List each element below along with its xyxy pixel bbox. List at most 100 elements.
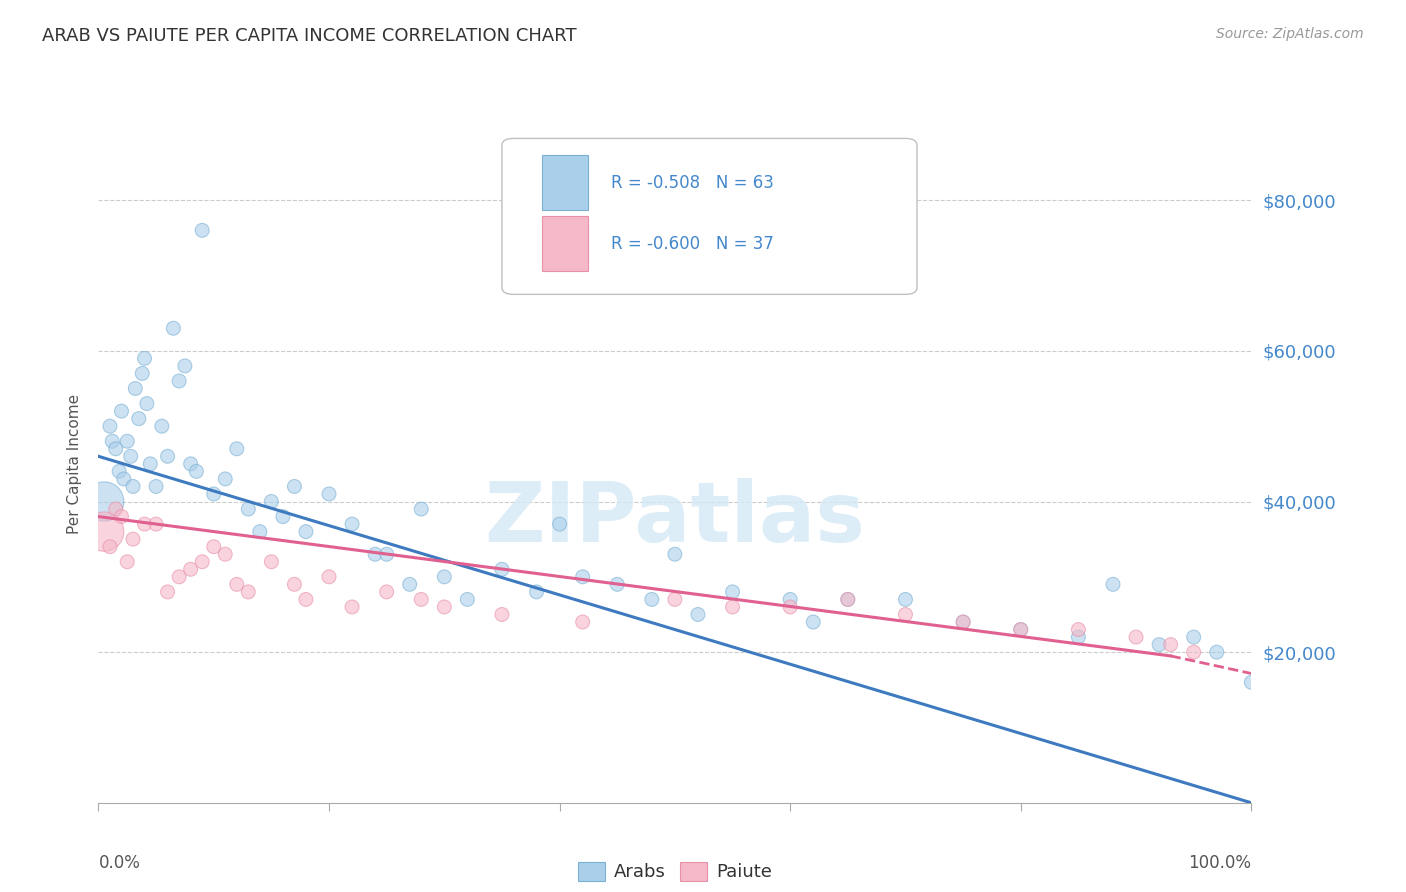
Point xyxy=(456,592,478,607)
Point xyxy=(375,585,398,599)
Point xyxy=(134,517,156,532)
Point xyxy=(238,502,260,516)
Point xyxy=(894,607,917,622)
Bar xyxy=(543,155,589,210)
FancyBboxPatch shape xyxy=(502,138,917,294)
Point xyxy=(295,592,318,607)
Point xyxy=(1010,623,1032,637)
Point xyxy=(1147,638,1170,652)
Point xyxy=(191,555,214,569)
Point xyxy=(375,547,398,561)
Point xyxy=(295,524,318,539)
Text: 100.0%: 100.0% xyxy=(1188,854,1251,871)
Point xyxy=(238,585,260,599)
Point xyxy=(664,547,686,561)
Point xyxy=(98,419,121,434)
Point xyxy=(174,359,197,373)
Point xyxy=(101,434,124,449)
Point xyxy=(283,577,305,591)
Point xyxy=(1010,623,1032,637)
Text: R = -0.508   N = 63: R = -0.508 N = 63 xyxy=(612,174,775,192)
Point xyxy=(110,509,132,524)
Point xyxy=(186,464,208,478)
Point xyxy=(952,615,974,629)
Point xyxy=(491,562,513,576)
Point xyxy=(433,570,456,584)
Point xyxy=(571,570,593,584)
Point xyxy=(112,472,135,486)
Point xyxy=(271,509,294,524)
Point xyxy=(122,532,145,546)
Point xyxy=(180,457,202,471)
Point xyxy=(214,472,236,486)
Point xyxy=(491,607,513,622)
Point xyxy=(135,396,157,410)
Legend: Arabs, Paiute: Arabs, Paiute xyxy=(571,855,779,888)
Point xyxy=(641,592,664,607)
Point xyxy=(104,442,127,456)
Point xyxy=(202,487,225,501)
Point xyxy=(606,577,628,591)
Point xyxy=(225,442,247,456)
Text: ZIPatlas: ZIPatlas xyxy=(485,477,865,558)
Point xyxy=(721,599,744,614)
Point xyxy=(131,367,153,381)
Point xyxy=(894,592,917,607)
Y-axis label: Per Capita Income: Per Capita Income xyxy=(66,393,82,534)
Point xyxy=(398,577,420,591)
Point xyxy=(93,524,115,539)
Text: 0.0%: 0.0% xyxy=(98,854,141,871)
Point xyxy=(145,517,167,532)
Point xyxy=(801,615,824,629)
Point xyxy=(202,540,225,554)
Point xyxy=(128,411,150,425)
Point xyxy=(117,434,138,449)
Point xyxy=(145,479,167,493)
Point xyxy=(1205,645,1227,659)
Point xyxy=(952,615,974,629)
Point xyxy=(1125,630,1147,644)
Point xyxy=(180,562,202,576)
Point xyxy=(104,502,127,516)
Point xyxy=(779,592,801,607)
Point xyxy=(571,615,593,629)
Point xyxy=(214,547,236,561)
Point xyxy=(664,592,686,607)
Point xyxy=(156,450,179,464)
Point xyxy=(139,457,162,471)
Point xyxy=(364,547,387,561)
Point xyxy=(433,599,456,614)
Point xyxy=(837,592,859,607)
Point xyxy=(1067,623,1090,637)
Point xyxy=(249,524,271,539)
Point xyxy=(340,517,363,532)
Point xyxy=(411,502,433,516)
Text: ARAB VS PAIUTE PER CAPITA INCOME CORRELATION CHART: ARAB VS PAIUTE PER CAPITA INCOME CORRELA… xyxy=(42,27,576,45)
Point xyxy=(162,321,184,335)
Point xyxy=(411,592,433,607)
Point xyxy=(150,419,173,434)
Point xyxy=(225,577,247,591)
Point xyxy=(108,464,131,478)
Point xyxy=(318,487,340,501)
Point xyxy=(156,585,179,599)
Point xyxy=(548,517,571,532)
Point xyxy=(260,555,283,569)
Point xyxy=(122,479,145,493)
Point xyxy=(167,374,190,388)
Point xyxy=(167,570,190,584)
Point xyxy=(1182,645,1205,659)
Point xyxy=(779,599,801,614)
Bar xyxy=(543,217,589,270)
Point xyxy=(260,494,283,508)
Point xyxy=(93,494,115,508)
Point xyxy=(318,570,340,584)
Point xyxy=(340,599,363,614)
Point xyxy=(1182,630,1205,644)
Point xyxy=(1160,638,1182,652)
Point xyxy=(283,479,305,493)
Point xyxy=(1102,577,1125,591)
Point xyxy=(117,555,138,569)
Point xyxy=(1067,630,1090,644)
Point xyxy=(124,382,146,396)
